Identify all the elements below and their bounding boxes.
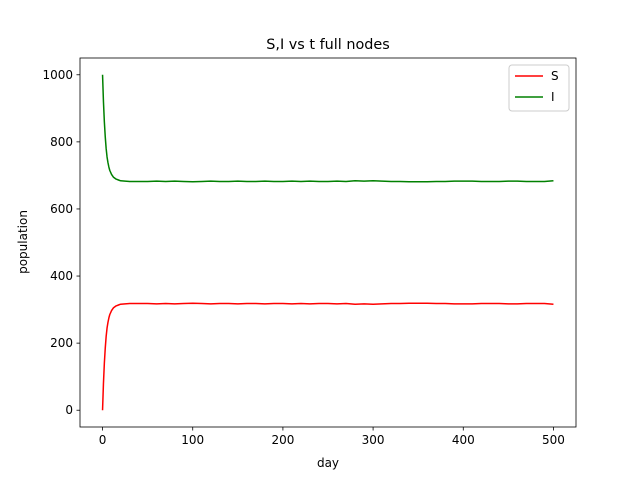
- legend: SI: [508, 64, 570, 112]
- axes-frame: [79, 57, 577, 428]
- chart-title: S,I vs t full nodes: [266, 37, 390, 53]
- y-tick-label: 200: [50, 336, 73, 350]
- y-tick-label: 800: [50, 135, 73, 149]
- y-axis-title: population: [16, 210, 30, 274]
- x-tick-label: 200: [271, 433, 294, 447]
- x-tick-label: 400: [452, 433, 475, 447]
- x-tick-label: 300: [362, 433, 385, 447]
- y-tick-label: 0: [65, 403, 73, 417]
- legend-label-i: I: [551, 90, 555, 104]
- plot-area: 0 100 200 300 400 500 0 200 400 600 800 1000: [42, 57, 577, 447]
- series-line-s: [101, 302, 554, 411]
- y-tick-label: 400: [50, 269, 73, 283]
- y-tick-label: 1000: [42, 68, 73, 82]
- legend-box: [508, 64, 570, 112]
- series-line-i: [101, 74, 554, 183]
- legend-label-s: S: [551, 69, 559, 83]
- y-tick-label: 600: [50, 202, 73, 216]
- x-tick-label: 0: [99, 433, 107, 447]
- x-axis-title: day: [317, 456, 339, 470]
- x-tick-label: 500: [542, 433, 565, 447]
- x-tick-label: 100: [181, 433, 204, 447]
